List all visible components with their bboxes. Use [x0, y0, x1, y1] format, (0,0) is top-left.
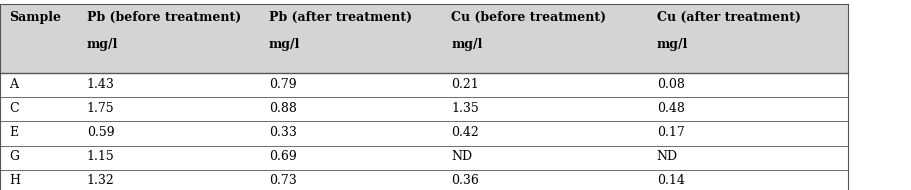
FancyBboxPatch shape	[0, 121, 847, 146]
Text: 0.17: 0.17	[656, 126, 683, 139]
Text: ND: ND	[451, 150, 472, 163]
Text: 0.36: 0.36	[451, 174, 479, 187]
Text: A: A	[9, 78, 18, 91]
FancyBboxPatch shape	[0, 73, 847, 97]
Text: 1.43: 1.43	[87, 78, 115, 91]
Text: C: C	[9, 102, 19, 115]
Text: G: G	[9, 150, 19, 163]
Text: H: H	[9, 174, 20, 187]
Text: Pb (after treatment): Pb (after treatment)	[269, 11, 412, 24]
Text: ND: ND	[656, 150, 677, 163]
Text: mg/l: mg/l	[656, 38, 687, 51]
FancyBboxPatch shape	[0, 97, 847, 121]
Text: 0.48: 0.48	[656, 102, 684, 115]
FancyBboxPatch shape	[0, 4, 847, 73]
Text: 0.33: 0.33	[269, 126, 297, 139]
Text: 1.15: 1.15	[87, 150, 114, 163]
Text: mg/l: mg/l	[87, 38, 118, 51]
Text: 0.21: 0.21	[451, 78, 478, 91]
FancyBboxPatch shape	[0, 170, 847, 190]
Text: 0.88: 0.88	[269, 102, 297, 115]
Text: mg/l: mg/l	[269, 38, 300, 51]
Text: Cu (before treatment): Cu (before treatment)	[451, 11, 606, 24]
Text: 0.14: 0.14	[656, 174, 684, 187]
Text: 0.79: 0.79	[269, 78, 296, 91]
Text: 0.59: 0.59	[87, 126, 114, 139]
Text: mg/l: mg/l	[451, 38, 482, 51]
Text: 0.42: 0.42	[451, 126, 478, 139]
Text: 0.69: 0.69	[269, 150, 296, 163]
Text: 1.75: 1.75	[87, 102, 114, 115]
Text: 1.32: 1.32	[87, 174, 114, 187]
Text: Sample: Sample	[9, 11, 61, 24]
Text: 1.35: 1.35	[451, 102, 478, 115]
Text: Cu (after treatment): Cu (after treatment)	[656, 11, 800, 24]
Text: E: E	[9, 126, 18, 139]
Text: Pb (before treatment): Pb (before treatment)	[87, 11, 241, 24]
Text: 0.73: 0.73	[269, 174, 296, 187]
Text: 0.08: 0.08	[656, 78, 684, 91]
FancyBboxPatch shape	[0, 146, 847, 170]
